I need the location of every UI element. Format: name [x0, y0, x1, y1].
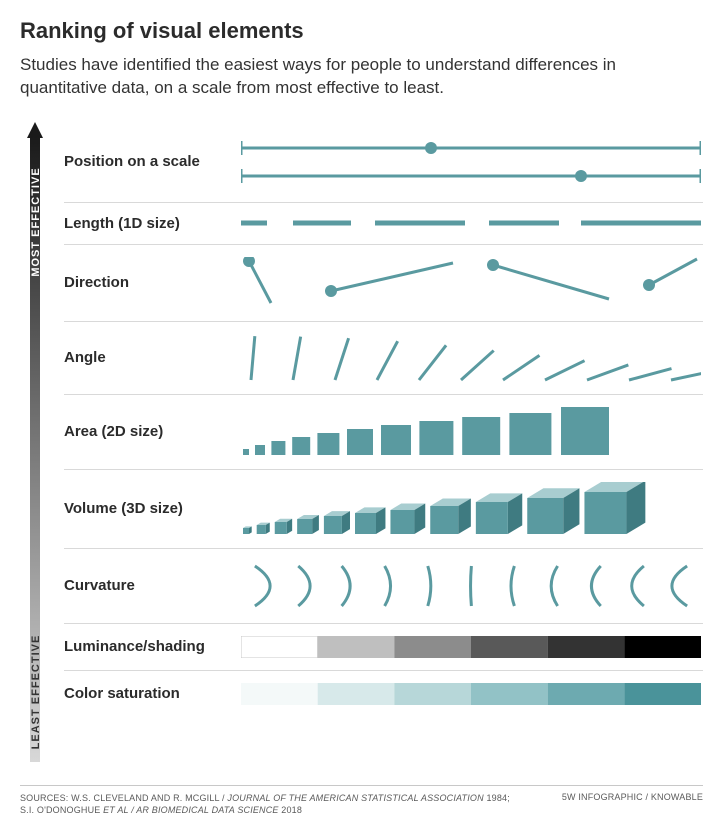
row-graphic-length	[239, 217, 703, 229]
row-label-volume: Volume (3D size)	[64, 500, 239, 517]
position-icon	[241, 134, 701, 190]
row-saturation: Color saturation	[64, 671, 703, 717]
sources-text: SOURCES: W.S. CLEVELAND AND R. MCGILL / …	[20, 792, 510, 817]
curvature-icon	[241, 561, 701, 611]
row-label-luminance: Luminance/shading	[64, 638, 239, 655]
credit-text: 5W INFOGRAPHIC / KNOWABLE	[562, 792, 703, 802]
rows-container: Position on a scale Length (1D size) Direc…	[50, 122, 703, 762]
footer: SOURCES: W.S. CLEVELAND AND R. MCGILL / …	[20, 785, 703, 817]
angle-icon	[241, 334, 701, 382]
luminance-icon	[241, 636, 701, 658]
row-label-area: Area (2D size)	[64, 423, 239, 440]
row-label-length: Length (1D size)	[64, 215, 239, 232]
saturation-icon	[241, 683, 701, 705]
row-graphic-direction	[239, 257, 703, 309]
row-graphic-angle	[239, 334, 703, 382]
row-label-angle: Angle	[64, 349, 239, 366]
main-content: MOST EFFECTIVE LEAST EFFECTIVE Position o…	[20, 122, 703, 762]
page-title: Ranking of visual elements	[20, 18, 703, 44]
row-label-curvature: Curvature	[64, 577, 239, 594]
row-direction: Direction	[64, 245, 703, 322]
row-graphic-luminance	[239, 636, 703, 658]
row-area: Area (2D size)	[64, 395, 703, 470]
volume-icon	[241, 482, 701, 536]
page-subtitle: Studies have identified the easiest ways…	[20, 54, 703, 100]
row-luminance: Luminance/shading	[64, 624, 703, 671]
effectiveness-axis: MOST EFFECTIVE LEAST EFFECTIVE	[20, 122, 50, 762]
row-volume: Volume (3D size)	[64, 470, 703, 549]
row-label-position: Position on a scale	[64, 153, 239, 170]
direction-icon	[241, 257, 701, 309]
row-label-direction: Direction	[64, 274, 239, 291]
row-graphic-curvature	[239, 561, 703, 611]
svg-text:MOST EFFECTIVE: MOST EFFECTIVE	[30, 167, 42, 276]
row-length: Length (1D size)	[64, 203, 703, 245]
row-graphic-area	[239, 407, 703, 457]
svg-text:LEAST EFFECTIVE: LEAST EFFECTIVE	[30, 635, 42, 750]
row-label-saturation: Color saturation	[64, 685, 239, 702]
axis-arrow: MOST EFFECTIVE LEAST EFFECTIVE	[20, 122, 50, 762]
row-angle: Angle	[64, 322, 703, 395]
row-curvature: Curvature	[64, 549, 703, 624]
row-graphic-position	[239, 134, 703, 190]
area-icon	[241, 407, 701, 457]
row-position: Position on a scale	[64, 122, 703, 203]
row-graphic-saturation	[239, 683, 703, 705]
length-icon	[241, 217, 701, 229]
row-graphic-volume	[239, 482, 703, 536]
